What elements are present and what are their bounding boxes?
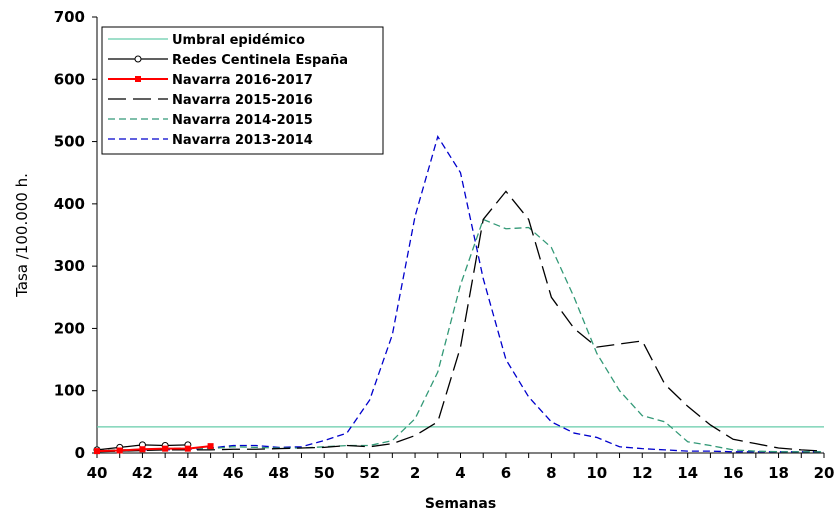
data-point: [117, 448, 123, 454]
x-tick-label: 48: [268, 464, 289, 482]
y-tick-label: 0: [75, 444, 85, 462]
x-tick-label: 18: [768, 464, 789, 482]
x-tick-label: 10: [586, 464, 607, 482]
x-tick-label: 46: [223, 464, 244, 482]
legend: Umbral epidémico Redes Centinela España Na…: [102, 27, 383, 154]
data-point: [185, 446, 191, 452]
y-tick-label: 700: [54, 8, 85, 26]
y-axis-ticks: 0 100 200 300 400 500 600 700: [54, 8, 97, 462]
legend-label: Navarra 2015-2016: [172, 93, 313, 108]
legend-label: Redes Centinela España: [172, 53, 348, 68]
y-tick-label: 400: [54, 195, 85, 213]
data-point: [139, 446, 145, 452]
series-layer: [94, 137, 824, 455]
x-tick-label: 2: [410, 464, 420, 482]
legend-label: Navarra 2014-2015: [172, 113, 313, 128]
series-line: [97, 191, 824, 451]
x-tick-label: 40: [87, 464, 108, 482]
legend-label: Navarra 2016-2017: [172, 73, 313, 88]
series-4: [97, 219, 824, 451]
legend-marker: [135, 76, 141, 82]
x-tick-label: 20: [814, 464, 835, 482]
x-tick-label: 12: [632, 464, 653, 482]
y-tick-label: 200: [54, 319, 85, 337]
x-tick-label: 14: [677, 464, 698, 482]
y-tick-label: 100: [54, 382, 85, 400]
y-tick-label: 600: [54, 70, 85, 88]
series-3: [97, 191, 824, 451]
x-axis-title: Semanas: [425, 496, 496, 512]
series-line: [97, 137, 824, 452]
series-5: [97, 137, 824, 452]
x-tick-label: 44: [177, 464, 198, 482]
data-point: [208, 443, 214, 449]
x-tick-label: 42: [132, 464, 153, 482]
x-axis-ticks: 40 42 44 46 48 50 52 2 4 6 8 10 12 14 16 18 20: [87, 453, 835, 482]
data-point: [162, 446, 168, 452]
x-tick-label: 16: [723, 464, 744, 482]
y-axis-title: Tasa /100.000 h.: [13, 173, 31, 298]
x-tick-label: 6: [501, 464, 511, 482]
series-line: [97, 219, 824, 451]
y-tick-label: 300: [54, 257, 85, 275]
x-tick-label: 52: [359, 464, 380, 482]
x-tick-label: 4: [455, 464, 465, 482]
data-point: [94, 448, 100, 454]
x-tick-label: 50: [314, 464, 335, 482]
y-tick-label: 500: [54, 133, 85, 151]
x-tick-label: 8: [546, 464, 556, 482]
legend-label: Umbral epidémico: [172, 33, 305, 48]
legend-marker: [135, 56, 141, 62]
legend-label: Navarra 2013-2014: [172, 133, 313, 148]
